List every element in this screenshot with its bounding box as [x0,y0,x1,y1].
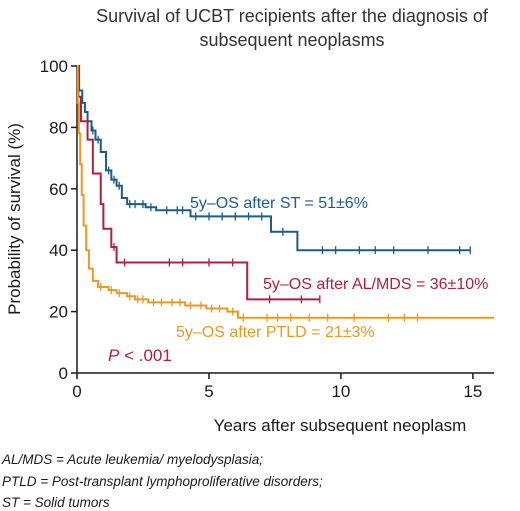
y-tick-label: 40 [49,241,68,260]
x-axis-label: Years after subsequent neoplasm [214,416,467,435]
p-value-text: < .001 [119,346,171,365]
series-group [76,65,494,322]
y-tick-label: 100 [40,57,68,76]
footnote-al-mds: AL/MDS = Acute leukemia/ myelodysplasia; [2,452,263,467]
x-tick-label: 0 [72,382,81,401]
footnote-st: ST = Solid tumors [2,495,110,510]
survival-chart: Survival of UCBT recipients after the di… [5,6,494,435]
y-tick-label: 0 [59,364,68,383]
x-tick-label: 5 [204,382,213,401]
y-tick-label: 20 [49,303,68,322]
p-value-symbol: P [108,346,120,365]
x-tick-label: 15 [463,382,482,401]
y-tick-label: 60 [49,180,68,199]
footnote-ptld: PTLD = Post-transplant lymphoproliferati… [2,474,323,489]
series-line-st [77,65,471,252]
p-value: P < .001 [108,346,172,365]
series-line-ptld [76,65,494,319]
chart-title-line-1: Survival of UCBT recipients after the di… [96,6,489,26]
annotation-al-mds: 5y–OS after AL/MDS = 36±10% [263,276,488,293]
y-tick-label: 80 [49,118,68,137]
axes [76,66,494,374]
y-axis-label: Probability of survival (%) [5,123,24,315]
annotation-ptld: 5y–OS after PTLD = 21±3% [176,324,375,341]
ticks: 0 20 40 60 80 100 0 5 10 15 [40,57,483,401]
chart-title-line-2: subsequent neoplasms [199,30,384,50]
series-line-al-mds [77,65,320,301]
annotation-st: 5y–OS after ST = 51±6% [190,195,368,212]
x-tick-label: 10 [331,382,350,401]
